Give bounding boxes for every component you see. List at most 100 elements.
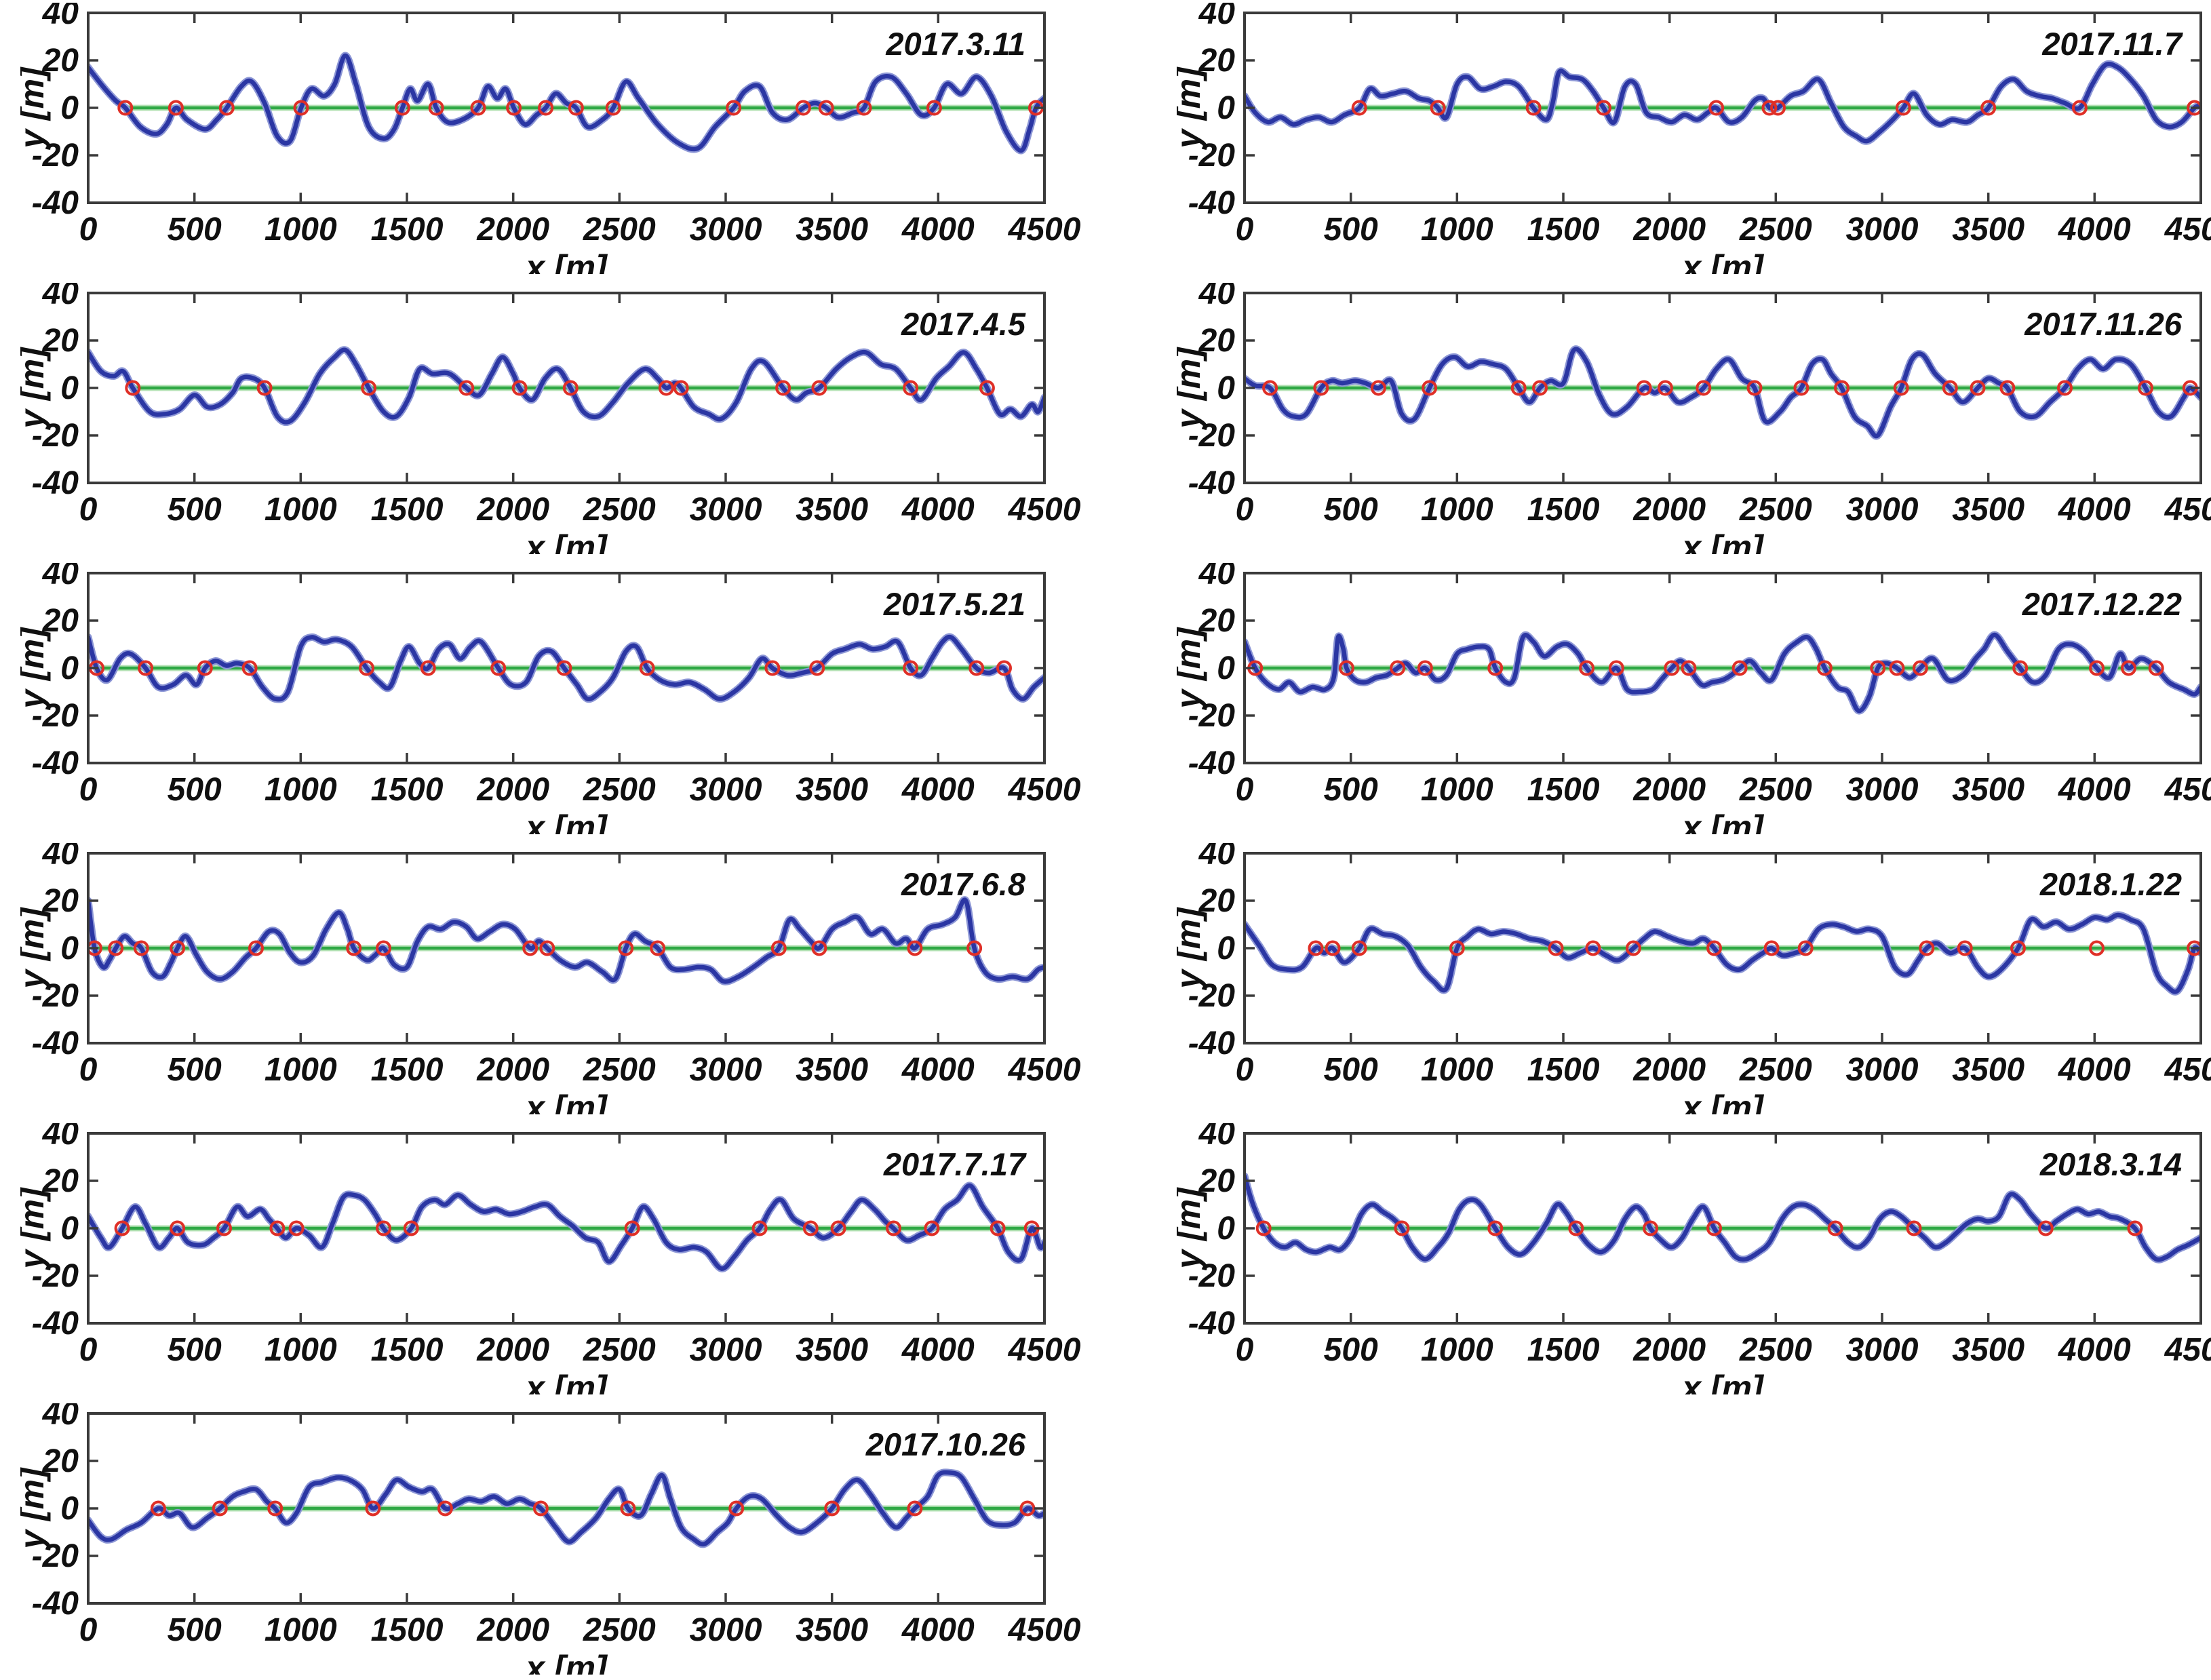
zero-crossing-marker	[830, 1220, 846, 1236]
x-axis-label: x [m]	[524, 1649, 608, 1675]
zero-crossing-marker	[1390, 660, 1406, 676]
wave-line	[88, 53, 1044, 153]
x-tick-label: 2000	[476, 1332, 549, 1368]
zero-crossing-marker	[2187, 100, 2201, 116]
zero-crossing-marker	[1579, 660, 1594, 676]
x-tick-label: 500	[1324, 1052, 1378, 1088]
zero-crossing-marker	[197, 660, 213, 676]
zero-crossing-marker	[1532, 380, 1548, 396]
zero-crossing-marker	[346, 940, 362, 956]
zero-crossing-marker	[1308, 940, 1324, 956]
zero-crossing-marker	[108, 940, 124, 956]
date-label: 2017.12.22	[2022, 586, 2182, 622]
date-label: 2018.3.14	[2039, 1146, 2182, 1182]
x-tick-label: 1000	[1421, 1052, 1493, 1088]
x-tick-label: 0	[1236, 492, 1254, 528]
y-tick-label: 20	[42, 883, 79, 919]
zero-crossing-marker	[1338, 660, 1354, 676]
y-axis-label: y [m]	[20, 906, 51, 991]
zero-crossing-marker	[924, 1220, 940, 1236]
y-tick-label: -40	[1188, 1306, 1236, 1342]
x-tick-label: 1500	[1527, 492, 1600, 528]
x-tick-label: 0	[79, 1332, 98, 1368]
zero-crossing-marker	[256, 380, 273, 396]
x-tick-label: 500	[1324, 1332, 1378, 1368]
zero-crossing-marker	[1942, 380, 1958, 396]
zero-crossing-marker	[856, 100, 872, 116]
zero-crossing-marker	[1870, 660, 1886, 676]
zero-crossing-marker	[1370, 380, 1386, 396]
x-tick-label: 3500	[1952, 492, 2024, 528]
x-tick-label: 0	[79, 492, 98, 528]
subplot-canvas-2018.3.14: 0 500 1000 1500 2000 2500 3000 3500 4000 4500 40 20…	[1169, 1116, 2211, 1407]
x-tick-label: 2500	[1739, 212, 1812, 248]
zero-crossing-marker	[1912, 660, 1928, 676]
y-tick-label: -20	[1188, 698, 1236, 734]
subplot-canvas-2017.5.21: 0 500 1000 1500 2000 2500 3000 3500 4000 4500 40 20…	[13, 555, 1081, 846]
x-tick-label: 2000	[1632, 772, 1706, 808]
y-tick-label: -20	[1188, 138, 1236, 174]
zero-crossing-marker	[764, 660, 781, 676]
zero-crossing-marker	[1706, 1220, 1722, 1236]
y-tick-label: 20	[1198, 323, 1236, 359]
y-axis-label: y [m]	[1177, 906, 1207, 991]
x-tick-label: 1000	[265, 212, 337, 248]
date-label: 2017.7.17	[883, 1146, 1027, 1182]
x-tick-label: 1500	[1527, 1332, 1600, 1368]
y-tick-label: 20	[1198, 43, 1236, 79]
x-tick-label: 500	[1324, 772, 1378, 808]
zero-crossing-marker	[539, 940, 555, 956]
x-axis-label: x [m]	[524, 808, 608, 834]
x-tick-label: 1500	[1527, 772, 1600, 808]
date-label: 2017.5.21	[883, 586, 1025, 622]
zero-crossing-marker	[795, 100, 811, 116]
x-tick-label: 2000	[476, 1052, 549, 1088]
y-tick-label: 20	[42, 43, 79, 79]
y-tick-label: -40	[32, 1306, 79, 1342]
x-tick-label: 500	[168, 1052, 222, 1088]
zero-crossing-marker	[886, 1220, 901, 1236]
x-tick-label: 2500	[583, 1612, 656, 1648]
date-label: 2018.1.22	[2039, 866, 2182, 902]
y-tick-label: 20	[1198, 603, 1236, 639]
x-tick-label: 3000	[1846, 772, 1919, 808]
zero-crossing-marker	[114, 1220, 130, 1236]
x-axis-label: x [m]	[524, 528, 608, 554]
subplot-canvas-2017.11.7: 0 500 1000 1500 2000 2500 3000 3500 4000 4500 40 20…	[1169, 0, 2211, 286]
zero-crossing-marker	[907, 940, 923, 956]
x-tick-label: 0	[79, 772, 98, 808]
x-tick-label: 4500	[1008, 1612, 1081, 1648]
y-tick-label: -20	[32, 418, 79, 454]
x-tick-label: 3000	[690, 1052, 762, 1088]
y-tick-label: 40	[42, 283, 79, 311]
x-tick-label: 3500	[796, 212, 868, 248]
x-tick-label: 1500	[371, 1332, 444, 1368]
x-tick-label: 3500	[796, 1612, 868, 1648]
y-tick-label: -40	[32, 465, 79, 501]
subplot-canvas-2017.4.5: 0 500 1000 1500 2000 2500 3000 3500 4000 4500 40 20…	[13, 275, 1081, 566]
zero-crossing-marker	[1487, 660, 1504, 676]
zero-crossing-marker	[926, 100, 942, 116]
x-axis-label: x [m]	[524, 248, 608, 274]
zero-crossing-marker	[150, 1500, 166, 1517]
x-tick-label: 3000	[1846, 1332, 1919, 1368]
date-label: 2017.4.5	[901, 306, 1026, 342]
zero-crossing-marker	[1351, 100, 1367, 116]
wave-line	[88, 634, 1044, 702]
y-tick-label: 0	[60, 650, 79, 686]
y-tick-label: 40	[1198, 3, 1236, 31]
x-tick-label: 0	[1236, 772, 1254, 808]
x-tick-label: 4000	[901, 772, 975, 808]
x-axis-label: x [m]	[1680, 1369, 1765, 1394]
zero-crossing-marker	[1313, 380, 1329, 396]
wave-line-halo	[1245, 911, 2201, 996]
zero-crossing-marker	[824, 1500, 840, 1517]
y-tick-label: 40	[1198, 283, 1236, 311]
x-tick-label: 4500	[1008, 212, 1081, 248]
subplot-2017.5.21: 0 500 1000 1500 2000 2500 3000 3500 4000 4500 40 20…	[13, 555, 1092, 846]
x-tick-label: 2500	[1739, 772, 1812, 808]
x-tick-label: 1500	[371, 1612, 444, 1648]
zero-crossing-marker	[1696, 380, 1712, 396]
x-tick-label: 2000	[476, 212, 549, 248]
x-tick-label: 3000	[690, 212, 762, 248]
